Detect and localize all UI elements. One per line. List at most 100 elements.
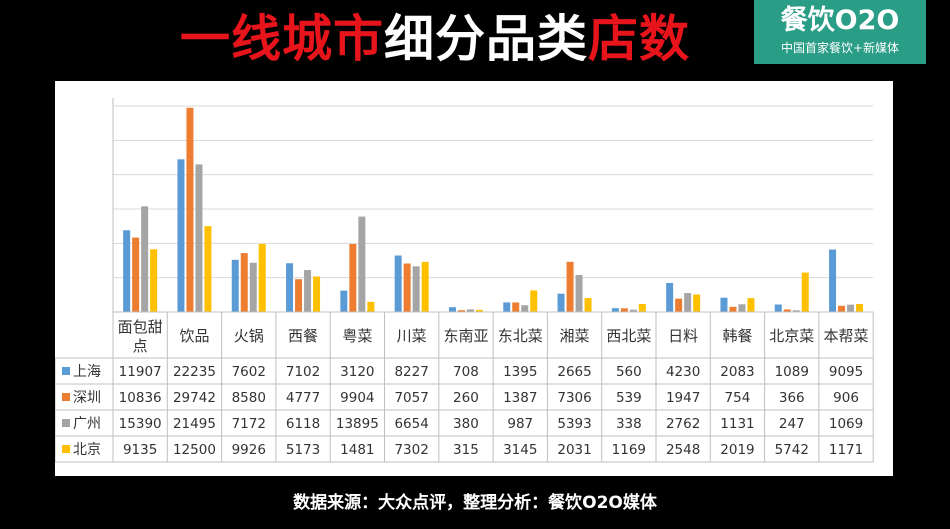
title-part-1: 一线城市 (180, 10, 384, 68)
data-value: 9135 (123, 442, 157, 458)
data-value: 560 (616, 364, 642, 380)
data-value: 9095 (829, 364, 863, 380)
bar-深圳-火锅 (240, 253, 248, 312)
x-tick-label: 东北菜 (498, 327, 543, 345)
bar-北京-东南亚 (475, 309, 483, 312)
data-value: 1481 (340, 442, 374, 458)
x-tick-label: 韩餐 (722, 327, 752, 345)
x-tick-label: 面包甜点 (118, 318, 163, 355)
series-name: 上海 (73, 364, 101, 380)
bar-广州-粤菜 (358, 216, 366, 312)
data-value: 1169 (612, 442, 646, 458)
bar-上海-面包甜点 (123, 230, 131, 312)
data-value: 1387 (503, 390, 537, 406)
bar-广州-湘菜 (575, 274, 583, 312)
bar-广州-本帮菜 (847, 304, 855, 312)
page-title: 一线城市细分品类店数 (180, 6, 690, 72)
data-value: 2031 (557, 442, 591, 458)
data-value: 906 (833, 390, 859, 406)
data-value: 1395 (503, 364, 537, 380)
data-value: 1171 (829, 442, 863, 458)
data-value: 247 (779, 416, 805, 432)
data-value: 15390 (119, 416, 162, 432)
bar-上海-日料 (666, 282, 674, 312)
data-value: 2665 (557, 364, 591, 380)
x-tick-label: 西餐 (288, 327, 318, 345)
bar-广州-饮品 (195, 164, 203, 312)
data-value: 9904 (340, 390, 374, 406)
data-value: 708 (453, 364, 479, 380)
bar-广州-西北菜 (629, 309, 637, 312)
bar-北京-西北菜 (638, 303, 646, 312)
data-source-note: 数据来源：大众点评，整理分析：餐饮O2O媒体 (293, 493, 657, 513)
bar-广州-东南亚 (466, 309, 474, 312)
legend-key-上海 (62, 367, 70, 375)
bar-上海-川菜 (394, 255, 402, 312)
bar-上海-粤菜 (340, 290, 348, 312)
x-tick-label: 川菜 (397, 327, 427, 345)
data-value: 6654 (394, 416, 428, 432)
data-value: 3145 (503, 442, 537, 458)
data-value: 8227 (394, 364, 428, 380)
data-value: 13895 (336, 416, 379, 432)
data-value: 366 (779, 390, 805, 406)
legend-key-广州 (62, 419, 70, 427)
brand-logo: 餐饮O2O 中国首家餐饮+新媒体 (754, 0, 926, 64)
legend-key-北京 (62, 445, 70, 453)
data-value: 7102 (286, 364, 320, 380)
bar-上海-西餐 (286, 263, 294, 312)
data-value: 10836 (119, 390, 162, 406)
data-value: 5742 (775, 442, 809, 458)
data-value: 1069 (829, 416, 863, 432)
data-value: 260 (453, 390, 479, 406)
x-tick-label: 火锅 (234, 327, 264, 345)
data-value: 380 (453, 416, 479, 432)
bar-上海-东北菜 (503, 302, 511, 312)
data-value: 1089 (775, 364, 809, 380)
series-name: 广州 (73, 416, 101, 432)
bar-深圳-湘菜 (566, 261, 574, 312)
bar-北京-饮品 (204, 226, 212, 312)
bar-深圳-西餐 (295, 279, 303, 312)
data-value: 7057 (394, 390, 428, 406)
bar-广州-韩餐 (738, 304, 746, 312)
bar-上海-本帮菜 (829, 249, 837, 312)
bar-上海-湘菜 (557, 293, 565, 312)
data-value: 9926 (232, 442, 266, 458)
bar-广州-日料 (684, 293, 692, 312)
x-tick-label: 饮品 (179, 327, 209, 345)
data-value: 1131 (720, 416, 754, 432)
data-value: 2548 (666, 442, 700, 458)
bar-北京-火锅 (258, 243, 266, 312)
x-tick-label: 湘菜 (560, 327, 590, 345)
data-value: 7306 (557, 390, 591, 406)
bar-北京-日料 (693, 294, 701, 312)
bar-上海-韩餐 (720, 297, 728, 312)
bar-深圳-东南亚 (457, 310, 465, 312)
data-value: 754 (725, 390, 751, 406)
data-value: 1947 (666, 390, 700, 406)
data-value: 7602 (232, 364, 266, 380)
data-value: 29742 (173, 390, 216, 406)
bar-北京-东北菜 (530, 290, 538, 312)
bar-北京-粤菜 (367, 301, 375, 312)
x-tick-label: 日料 (668, 327, 698, 345)
bar-深圳-面包甜点 (132, 237, 140, 312)
data-value: 315 (453, 442, 479, 458)
data-value: 12500 (173, 442, 216, 458)
data-value: 22235 (173, 364, 216, 380)
bar-北京-湘菜 (584, 298, 592, 312)
bar-北京-川菜 (421, 261, 429, 312)
data-value: 21495 (173, 416, 216, 432)
bar-深圳-本帮菜 (838, 305, 846, 312)
data-value: 338 (616, 416, 642, 432)
bar-北京-北京菜 (801, 272, 809, 312)
data-value: 11907 (119, 364, 162, 380)
x-tick-label: 本帮菜 (824, 327, 869, 345)
bar-北京-西餐 (313, 276, 321, 312)
bar-深圳-东北菜 (512, 302, 520, 312)
data-value: 6118 (286, 416, 320, 432)
data-value: 8580 (232, 390, 266, 406)
bar-广州-东北菜 (521, 305, 529, 312)
